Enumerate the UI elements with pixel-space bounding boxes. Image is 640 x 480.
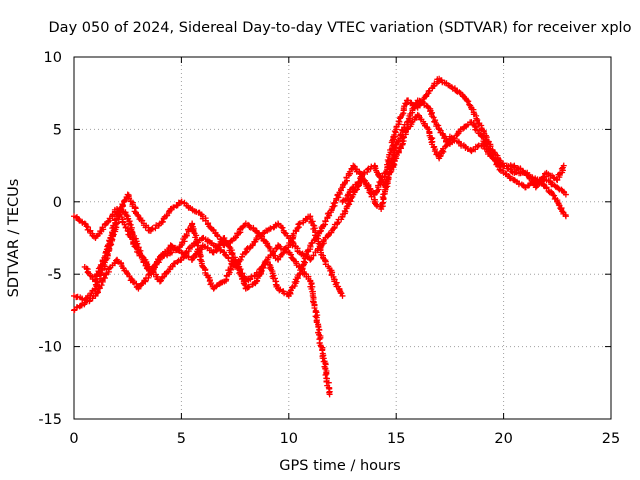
y-tick-label: 5 [53,122,62,138]
x-tick-label: 0 [69,431,78,447]
x-tick-label: 20 [494,431,512,447]
data-layer [71,76,569,398]
x-tick-label: 10 [280,431,298,447]
marker-trail [307,280,320,319]
marker-trail [329,272,345,296]
marker-trail [330,186,345,210]
x-tick-label: 25 [602,431,620,447]
marker-trail [73,294,85,303]
x-tick-label: 5 [177,431,186,447]
marker-trail [322,366,332,396]
y-tick-label: 0 [53,195,62,211]
grid [74,57,611,419]
y-tick-label: -10 [38,340,62,356]
y-axis-label: SDTVAR / TECUs [6,179,22,298]
series-track-c [71,97,569,284]
chart-title: Day 050 of 2024, Sidereal Day-to-day VTE… [49,20,632,36]
series-track-a [71,76,569,304]
x-tick-label: 15 [387,431,405,447]
series-track-e [340,112,567,212]
marker-trail [314,317,324,348]
sdtvar-chart: Day 050 of 2024, Sidereal Day-to-day VTE… [0,0,640,480]
y-tick-label: -5 [48,267,62,283]
y-tick-label: -15 [38,412,62,428]
x-axis-label: GPS time / hours [279,458,400,474]
marker-trail [426,129,438,152]
marker-trail [275,222,290,239]
y-tick-label: 10 [44,50,62,66]
marker-trail [318,252,335,276]
plot-frame [74,57,611,419]
marker-trail [556,200,569,218]
